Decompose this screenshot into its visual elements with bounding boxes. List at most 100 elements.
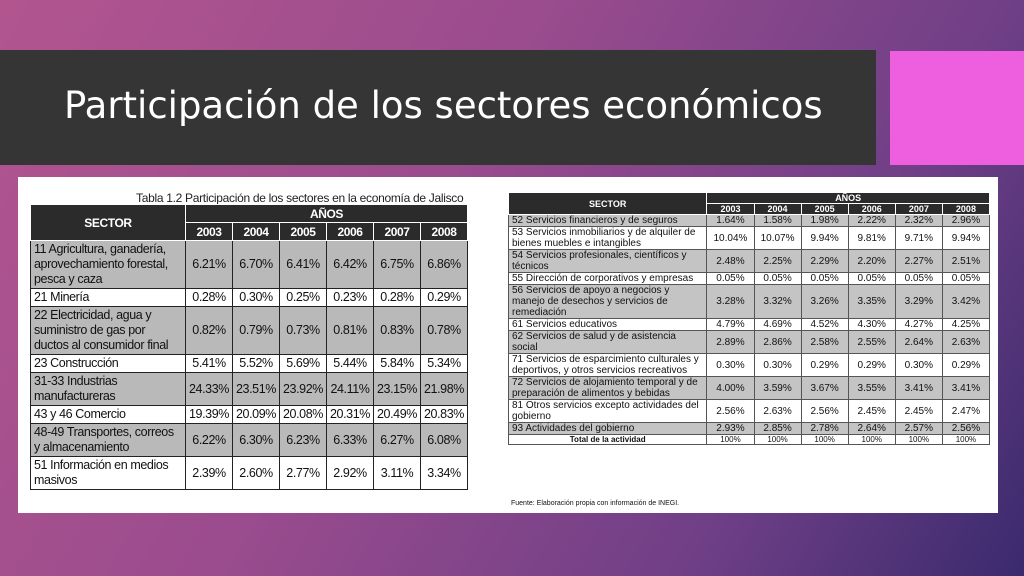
left-table-value-cell: 21.98% — [420, 372, 468, 406]
right-table-row: 81 Otros servicios excepto actividades d… — [507, 399, 991, 423]
left-table-value-cell: 2.92% — [326, 456, 374, 490]
left-table-sector-cell: 22 Electricidad, agua y suministro de ga… — [30, 306, 186, 355]
left-table-value-cell: 6.27% — [373, 423, 421, 457]
right-table-value-cell: 4.79% — [706, 318, 755, 331]
right-table-value-cell: 0.05% — [753, 272, 802, 285]
left-table-value-cell: 20.49% — [373, 405, 421, 424]
right-table-value-cell: 0.30% — [894, 353, 943, 377]
left-table-row: 43 y 46 Comercio 19.39% 20.09% 20.08% 20.31%… — [30, 405, 468, 424]
right-table-value-cell: 0.29% — [800, 353, 849, 377]
left-table-value-cell: 23.92% — [279, 372, 327, 406]
right-table-value-cell: 0.29% — [847, 353, 896, 377]
left-table-value-cell: 24.33% — [185, 372, 233, 406]
left-table: SECTOR AÑOS 2003 2004 2005 2006 2007 200… — [30, 204, 468, 490]
right-table: SECTOR AÑOS 2003 2004 2005 2006 2007 200… — [507, 192, 991, 445]
left-table-value-cell: 2.60% — [232, 456, 280, 490]
left-table-value-cell: 0.79% — [232, 306, 280, 355]
left-table-value-cell: 6.21% — [185, 240, 233, 289]
left-table-value-cell: 0.25% — [279, 288, 327, 307]
left-table-value-cell: 2.39% — [185, 456, 233, 490]
left-table-year-header: 2007 — [373, 222, 421, 241]
right-table-value-cell: 10.07% — [753, 226, 802, 250]
right-table-value-cell: 0.05% — [800, 272, 849, 285]
right-table-year-header: 2005 — [800, 203, 849, 215]
right-table-sector-cell: 55 Dirección de corporativos y empresas — [507, 272, 708, 285]
left-table-value-cell: 6.23% — [279, 423, 327, 457]
left-table-value-cell: 5.44% — [326, 354, 374, 373]
left-table-sector-cell: 11 Agricultura, ganadería, aprovechamien… — [30, 240, 186, 289]
right-table-value-cell: 2.86% — [753, 330, 802, 354]
right-table-value-cell: 9.81% — [847, 226, 896, 250]
right-table-sector-cell: 62 Servicios de salud y de asistencia so… — [507, 330, 708, 354]
left-table-row: 51 Información en medios masivos 2.39% 2.6… — [30, 456, 468, 490]
left-table-value-cell: 6.42% — [326, 240, 374, 289]
left-table-value-cell: 6.08% — [420, 423, 468, 457]
right-table-value-cell: 3.55% — [847, 376, 896, 400]
left-table-year-header: 2005 — [279, 222, 327, 241]
left-table-sector-cell: 51 Información en medios masivos — [30, 456, 186, 490]
right-table-sector-cell: 56 Servicios de apoyo a negocios y manej… — [507, 284, 708, 319]
right-table-value-cell: 3.26% — [800, 284, 849, 319]
right-table-year-header: 2007 — [894, 203, 943, 215]
right-table-year-header: 2004 — [753, 203, 802, 215]
left-table-value-cell: 19.39% — [185, 405, 233, 424]
right-table-sector-cell: 81 Otros servicios excepto actividades d… — [507, 399, 708, 423]
left-table-sector-header: SECTOR — [30, 204, 186, 241]
right-table-value-cell: 2.56% — [706, 399, 755, 423]
right-table-row: 52 Servicios financieros y de seguros 1.6… — [507, 214, 991, 227]
left-table-row: 22 Electricidad, agua y suministro de ga… — [30, 306, 468, 355]
right-table-value-cell: 1.98% — [800, 214, 849, 227]
right-table-value-cell: 2.57% — [894, 422, 943, 435]
right-table-value-cell: 2.47% — [941, 399, 991, 423]
right-table-row: 62 Servicios de salud y de asistencia so… — [507, 330, 991, 354]
right-table-value-cell: 0.05% — [706, 272, 755, 285]
right-table-value-cell: 3.35% — [847, 284, 896, 319]
right-table-sector-header: SECTOR — [507, 192, 708, 215]
right-table-value-cell: 4.69% — [753, 318, 802, 331]
left-table-value-cell: 0.83% — [373, 306, 421, 355]
left-table-value-cell: 6.41% — [279, 240, 327, 289]
right-table-total-value: 100% — [800, 434, 849, 445]
right-table-value-cell: 9.71% — [894, 226, 943, 250]
left-table-row: 23 Construcción 5.41% 5.52% 5.69% 5.44% 5.84%… — [30, 354, 468, 373]
left-table-value-cell: 5.34% — [420, 354, 468, 373]
right-table-total-value: 100% — [753, 434, 802, 445]
right-table-value-cell: 2.22% — [847, 214, 896, 227]
right-table-sector-cell: 52 Servicios financieros y de seguros — [507, 214, 708, 227]
right-table-value-cell: 4.30% — [847, 318, 896, 331]
right-table-value-cell: 3.59% — [753, 376, 802, 400]
right-table-row: 55 Dirección de corporativos y empresas 0… — [507, 272, 991, 285]
right-table-value-cell: 9.94% — [941, 226, 991, 250]
right-table-value-cell: 2.25% — [753, 249, 802, 273]
left-table-value-cell: 3.34% — [420, 456, 468, 490]
left-table-year-header: 2003 — [185, 222, 233, 241]
right-table-value-cell: 2.85% — [753, 422, 802, 435]
right-table-value-cell: 3.41% — [941, 376, 991, 400]
right-table-total-value: 100% — [941, 434, 991, 445]
accent-box — [890, 51, 1024, 165]
right-table-sector-cell: 72 Servicios de alojamiento temporal y d… — [507, 376, 708, 400]
right-table-value-cell: 4.27% — [894, 318, 943, 331]
right-table-value-cell: 4.52% — [800, 318, 849, 331]
left-table-row: 11 Agricultura, ganadería, aprovechamien… — [30, 240, 468, 289]
left-table-value-cell: 20.09% — [232, 405, 280, 424]
right-table-year-header: 2003 — [706, 203, 755, 215]
left-table-caption: Tabla 1.2 Participación de los sectores … — [136, 191, 464, 205]
right-table-value-cell: 2.89% — [706, 330, 755, 354]
left-table-value-cell: 0.82% — [185, 306, 233, 355]
right-table-source: Fuente: Elaboración propia con informaci… — [511, 500, 680, 507]
left-table-sector-cell: 48-49 Transportes, correos y almacenamie… — [30, 423, 186, 457]
left-table-value-cell: 5.69% — [279, 354, 327, 373]
right-table-value-cell: 0.30% — [706, 353, 755, 377]
left-table-value-cell: 0.73% — [279, 306, 327, 355]
left-table-value-cell: 0.78% — [420, 306, 468, 355]
title-bar — [0, 50, 876, 165]
right-table-sector-cell: 93 Actividades del gobierno — [507, 422, 708, 435]
right-table-row: 54 Servicios profesionales, científicos … — [507, 249, 991, 273]
left-table-value-cell: 6.86% — [420, 240, 468, 289]
left-table-year-header: 2008 — [420, 222, 468, 241]
right-table-value-cell: 2.56% — [800, 399, 849, 423]
right-table-value-cell: 2.20% — [847, 249, 896, 273]
left-table-value-cell: 0.30% — [232, 288, 280, 307]
right-table-value-cell: 2.78% — [800, 422, 849, 435]
